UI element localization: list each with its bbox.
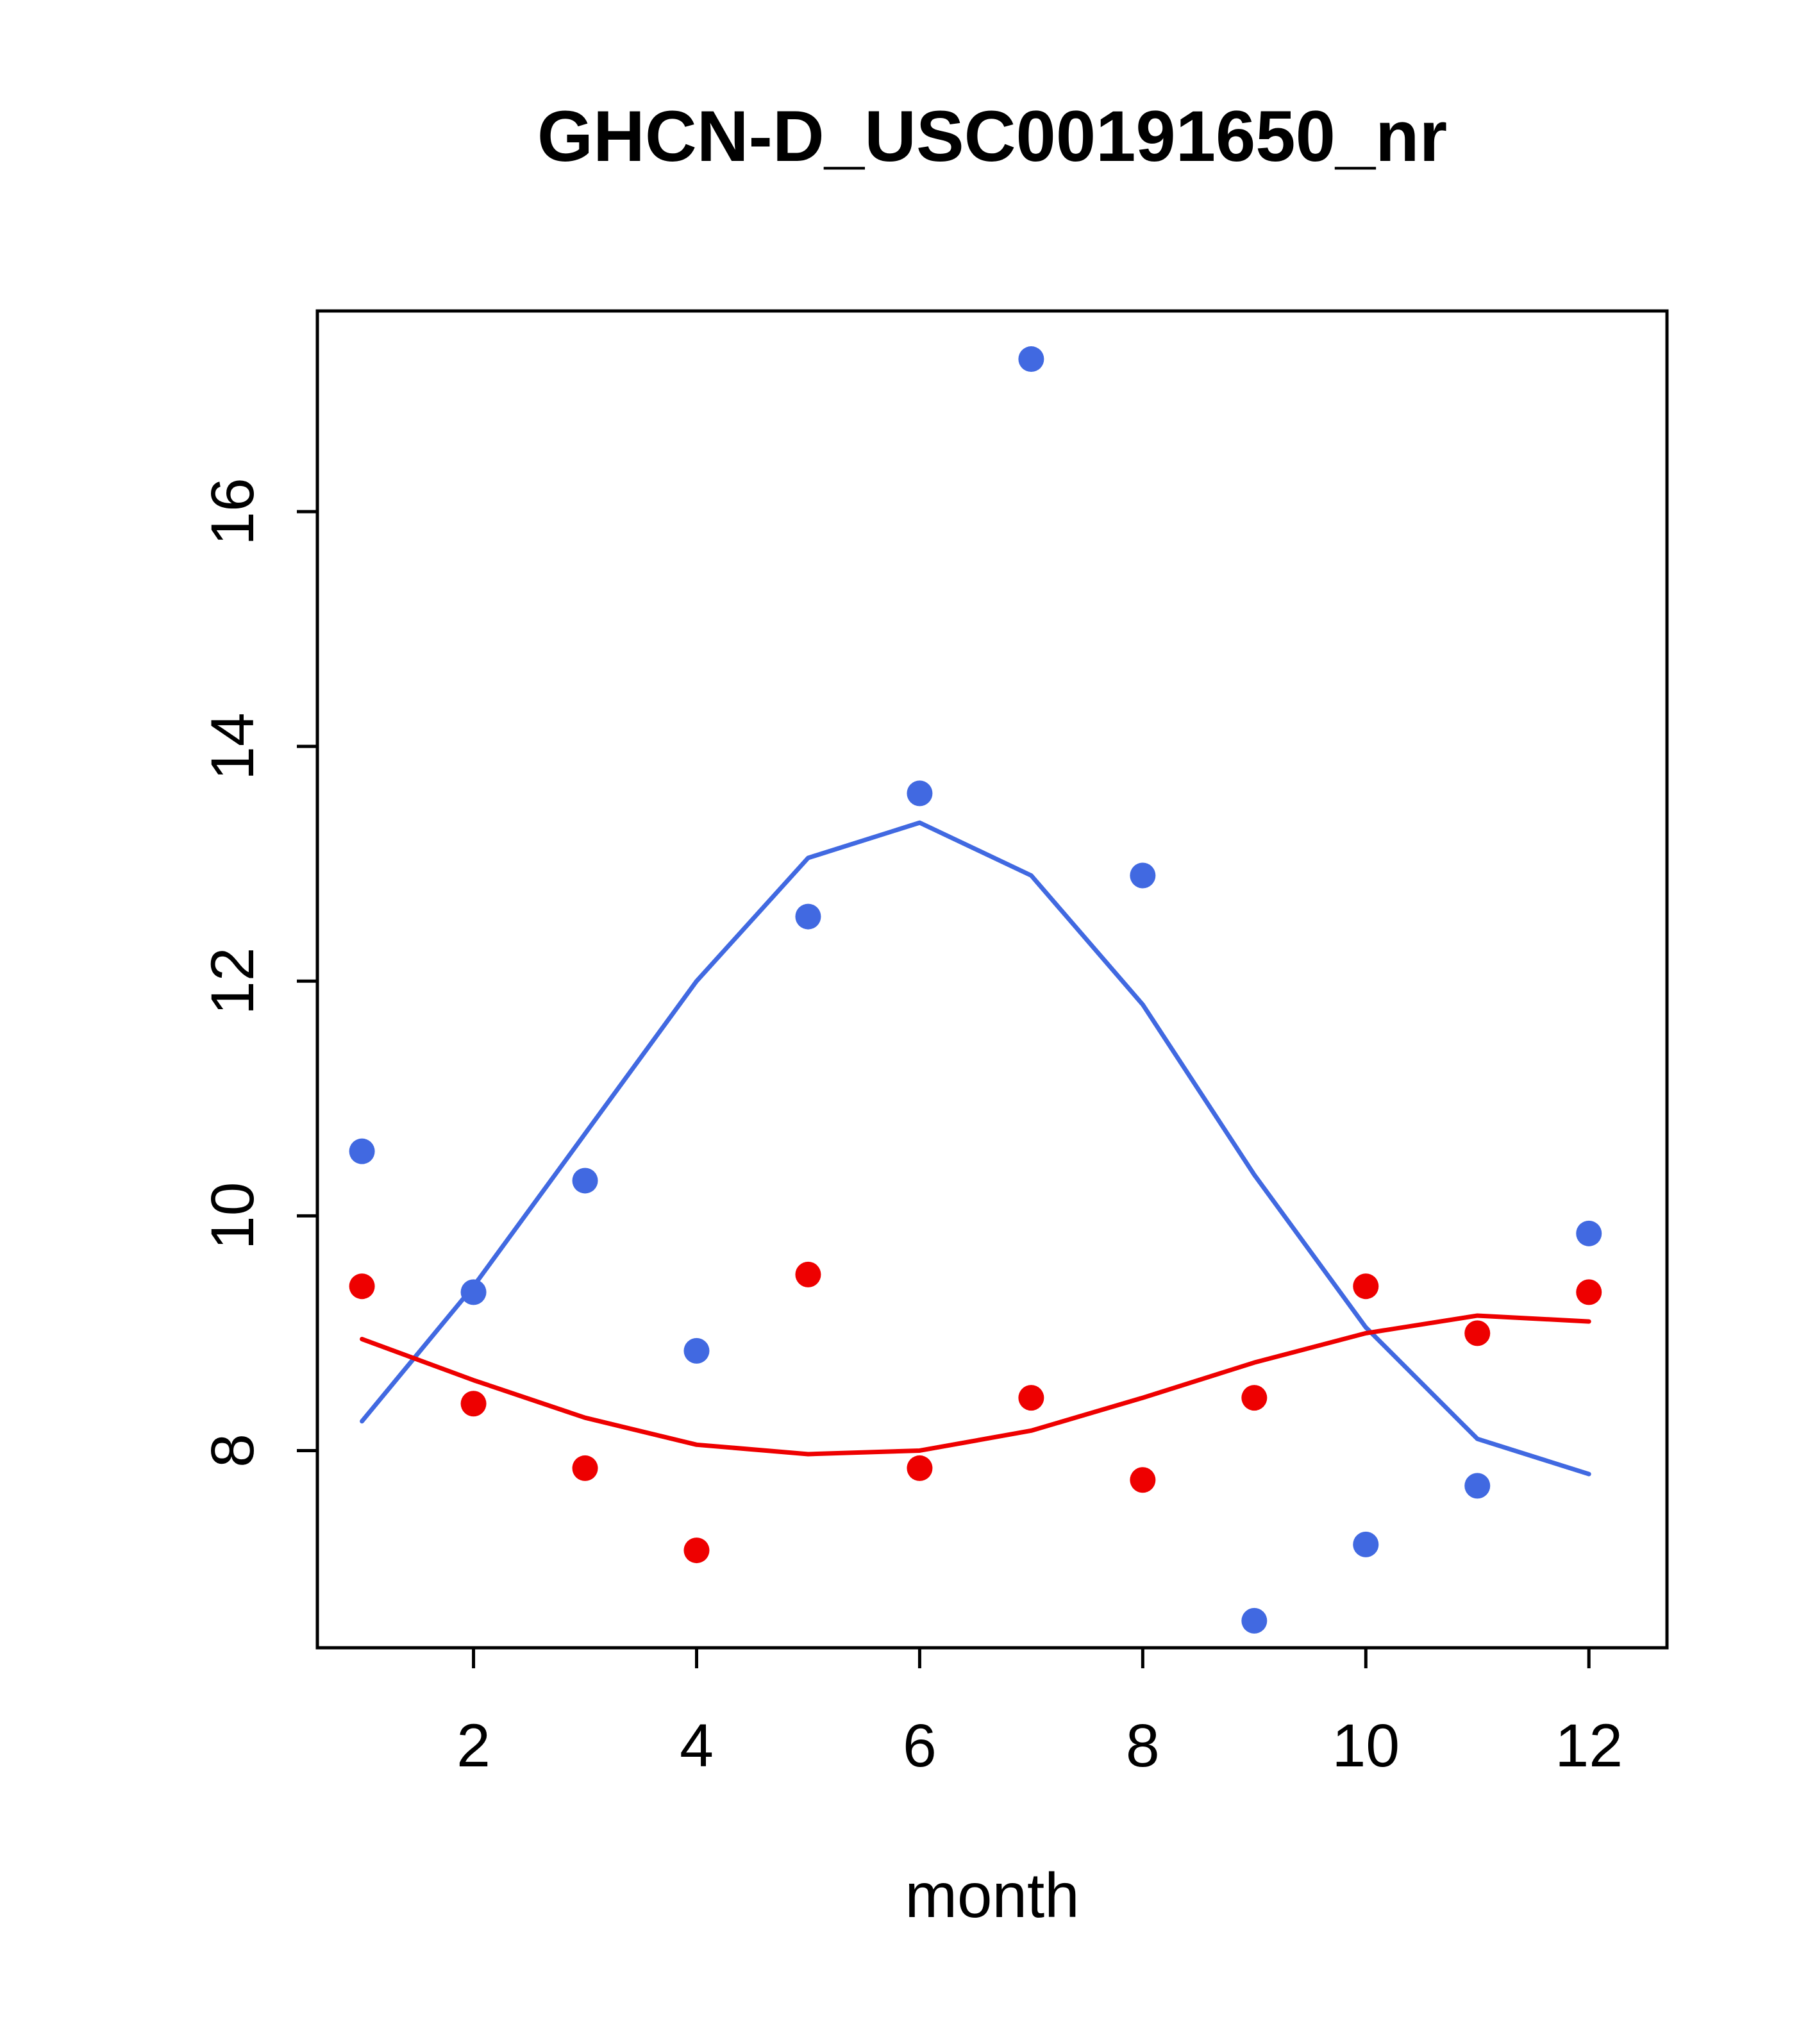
blue-points-point: [572, 1168, 598, 1194]
blue-points-point: [1130, 862, 1156, 889]
red-points-point: [572, 1455, 598, 1481]
red-points-point: [1576, 1279, 1602, 1305]
x-tick-label: 10: [1332, 1712, 1400, 1780]
y-tick-label: 16: [199, 478, 267, 546]
plot-border: [315, 309, 1669, 1650]
blue-points-point: [460, 1279, 487, 1305]
y-tick-label: 10: [199, 1182, 267, 1250]
blue-points-point: [1353, 1531, 1379, 1557]
red-points-point: [1464, 1320, 1491, 1346]
red-points-point: [683, 1537, 710, 1564]
blue-points-point: [907, 780, 933, 807]
blue-smooth-line: [360, 820, 1591, 1477]
blue-points-point: [349, 1138, 375, 1164]
red-points-point: [1241, 1385, 1268, 1411]
y-tick-label: 8: [199, 1434, 267, 1468]
red-points-point: [907, 1455, 933, 1481]
red-points-point: [1018, 1385, 1044, 1411]
blue-points-point: [1241, 1607, 1268, 1634]
chart-title: GHCN-D_USC00191650_nr: [537, 96, 1448, 176]
y-tick-label: 12: [199, 947, 267, 1015]
blue-points-point: [795, 903, 821, 930]
blue-points-point: [1464, 1473, 1491, 1499]
red-points-point: [1353, 1273, 1379, 1300]
x-axis-label: month: [905, 1860, 1080, 1931]
blue-points-point: [1576, 1220, 1602, 1246]
blue-points-point: [683, 1337, 710, 1364]
blue-points-point: [1018, 346, 1044, 373]
red-points-point: [460, 1391, 487, 1417]
x-tick-label: 2: [456, 1712, 490, 1780]
x-tick-label: 12: [1555, 1712, 1623, 1780]
y-tick-label: 14: [199, 712, 267, 780]
red-points-point: [795, 1261, 821, 1287]
red-smooth-line: [360, 1313, 1591, 1457]
x-tick-label: 4: [680, 1712, 714, 1780]
x-tick-label: 6: [903, 1712, 937, 1780]
red-points-point: [349, 1273, 375, 1300]
x-tick-label: 8: [1126, 1712, 1160, 1780]
red-points-point: [1130, 1467, 1156, 1493]
